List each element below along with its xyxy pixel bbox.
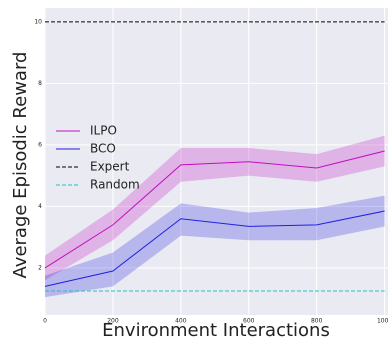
x-tick-label: 200 (107, 318, 119, 325)
legend-label: ILPO (90, 124, 117, 138)
y-tick-label: 4 (38, 203, 42, 210)
plot-area (45, 8, 388, 315)
legend-label: Expert (90, 160, 130, 174)
y-tick-label: 2 (38, 264, 42, 271)
x-tick-label: 400 (175, 318, 187, 325)
series-line (44, 150, 385, 269)
y-axis-label: Average Episodic Reward (10, 52, 31, 279)
x-tick-label: 1000 (377, 318, 388, 325)
y-tick-label: 10 (34, 18, 42, 25)
y-tick-label: 8 (38, 80, 42, 87)
x-tick-label: 800 (311, 318, 323, 325)
confidence-band (45, 135, 385, 281)
x-axis-label: Environment Interactions (102, 320, 330, 339)
legend-label: Random (90, 178, 140, 192)
x-tick-label: 600 (243, 318, 255, 325)
y-tick-label: 6 (38, 141, 42, 148)
series-line (44, 210, 385, 287)
legend-label: BCO (90, 142, 116, 156)
confidence-band (45, 195, 385, 298)
x-tick-label: 0 (43, 318, 47, 325)
